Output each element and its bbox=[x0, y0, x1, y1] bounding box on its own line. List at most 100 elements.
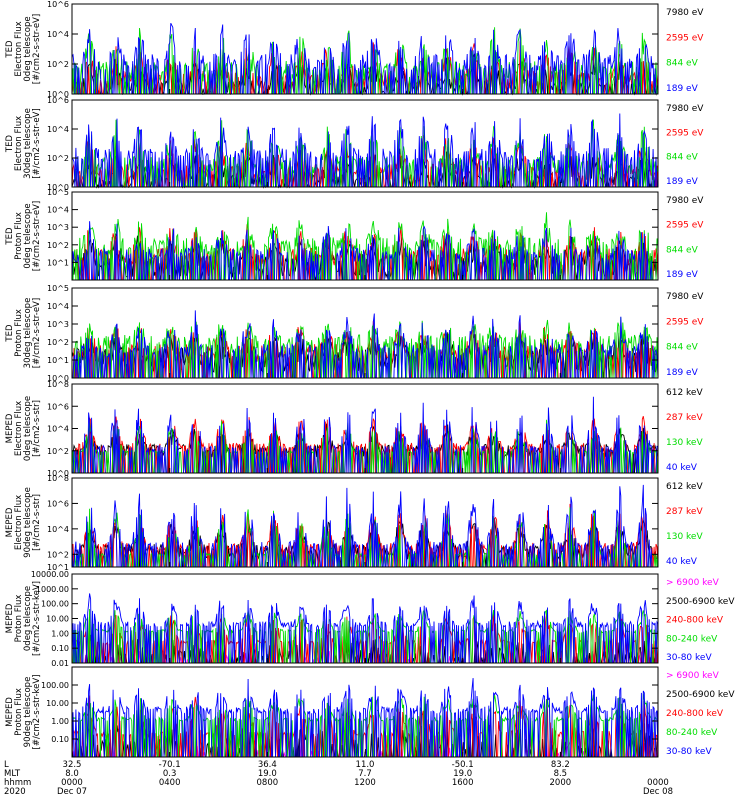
mlt-label: 19.0 bbox=[258, 769, 277, 779]
time-axis-row-label: 2020 bbox=[4, 787, 26, 797]
legend-entry: > 6900 keV bbox=[666, 578, 720, 588]
legend-entry: 612 keV bbox=[666, 482, 703, 492]
legend-entry: 7980 eV bbox=[666, 8, 704, 18]
legend-entry: 189 eV bbox=[666, 84, 699, 94]
legend-entry: 189 eV bbox=[666, 177, 699, 187]
legend-entry: 80-240 keV bbox=[666, 728, 718, 738]
y-tick-label: 0.10 bbox=[51, 735, 69, 744]
legend-entry: 40 keV bbox=[666, 463, 698, 473]
legend-entry: 240-800 keV bbox=[666, 709, 724, 719]
legend-entry: 7980 eV bbox=[666, 104, 704, 114]
y-axis-label-line: Proton Flux bbox=[14, 595, 24, 643]
series-trace-4 bbox=[72, 396, 659, 474]
legend-entry: 2595 eV bbox=[666, 128, 704, 138]
legend-entry: 844 eV bbox=[666, 153, 699, 163]
L-value-label: 36.4 bbox=[258, 760, 277, 770]
time-label: 0000 bbox=[61, 778, 83, 788]
time-label: 2000 bbox=[550, 778, 572, 788]
y-axis-label-line: TED bbox=[5, 227, 15, 246]
legend-entry: 80-240 keV bbox=[666, 634, 718, 644]
y-tick-label: 1000.00 bbox=[36, 585, 69, 594]
y-tick-label: 10^6 bbox=[47, 0, 69, 9]
L-value-label: 11.0 bbox=[356, 760, 375, 770]
y-axis-label-line: Electron Flux bbox=[14, 495, 24, 550]
legend-entry: 2500-6900 keV bbox=[666, 597, 735, 607]
panel-8: 0.10 1.00 10.00 100.00 MEPED Proton Flux 90deg… bbox=[5, 666, 735, 758]
y-tick-label: 10^2 bbox=[47, 154, 69, 163]
panel-2: 10^0 10^2 10^4 10^6 TED Electron Flux 30deg te… bbox=[5, 96, 704, 192]
panel-5: 10^0 10^2 10^4 10^6 10^8 MEPED Electron Flux 0d… bbox=[5, 380, 703, 478]
y-axis-label-line: MEPED bbox=[5, 507, 15, 537]
y-tick-label: 1.00 bbox=[51, 629, 69, 638]
legend-entry: 844 eV bbox=[666, 343, 699, 353]
legend-entry: 30-80 keV bbox=[666, 747, 712, 757]
mlt-label: 7.7 bbox=[358, 769, 372, 779]
y-axis-label-line: [#/cm2-s-str-keV] bbox=[32, 675, 42, 750]
legend-entry: 130 keV bbox=[666, 438, 703, 448]
time-label: 0000 bbox=[647, 778, 669, 788]
y-axis-label-line: Proton Flux bbox=[14, 309, 24, 357]
legend-entry: 844 eV bbox=[666, 59, 699, 69]
y-tick-label: 10^0 bbox=[47, 469, 69, 478]
y-tick-label: 10^2 bbox=[47, 338, 69, 347]
y-axis-label-line: [#/cm2-s-str-eV] bbox=[32, 298, 42, 368]
y-tick-label: 10^4 bbox=[47, 206, 69, 215]
series-trace-4 bbox=[71, 23, 658, 95]
y-axis-label-line: 0deg telescope bbox=[23, 586, 33, 651]
y-tick-label: 10^4 bbox=[47, 525, 69, 534]
y-axis-label-line: TED bbox=[5, 324, 15, 343]
y-tick-label: 10^3 bbox=[47, 223, 69, 232]
legend-entry: > 6900 keV bbox=[666, 671, 720, 681]
time-axis-row-label: hhmm bbox=[4, 778, 31, 788]
panel-6: 10^1 10^2 10^4 10^6 10^8 MEPED Electron Flux 90… bbox=[5, 474, 703, 572]
y-tick-label: 10.00 bbox=[46, 615, 69, 624]
y-axis-label-line: 0deg telescope bbox=[23, 203, 33, 268]
y-axis-label-line: Electron Flux bbox=[14, 21, 24, 76]
y-tick-label: 10.00 bbox=[46, 699, 69, 708]
y-tick-label: 10^1 bbox=[47, 563, 69, 572]
y-tick-label: 10^2 bbox=[47, 241, 69, 250]
y-axis-label-line: [#/cm2-s-str-eV] bbox=[32, 14, 42, 84]
y-tick-label: 10^6 bbox=[47, 402, 69, 411]
panel-3: 10^1 10^2 10^3 10^4 10^5 TED Proton Flux 0deg t… bbox=[5, 188, 704, 281]
series-trace-4 bbox=[71, 693, 659, 758]
y-tick-label: 10^0 bbox=[47, 183, 69, 192]
L-value-label: 83.2 bbox=[551, 760, 570, 770]
y-tick-label: 100.00 bbox=[41, 600, 69, 609]
y-axis-label-line: Electron Flux bbox=[14, 116, 24, 171]
y-axis-label-line: Proton Flux bbox=[14, 688, 24, 736]
y-axis-label-line: [#/cm2-s-str-eV] bbox=[32, 108, 42, 178]
legend-entry: 189 eV bbox=[666, 270, 699, 280]
y-axis-label-line: MEPED bbox=[5, 697, 15, 727]
y-tick-label: 10^1 bbox=[47, 356, 69, 365]
y-axis-label-line: 0deg telescope bbox=[23, 16, 33, 81]
y-tick-label: 10^4 bbox=[47, 425, 69, 434]
legend-entry: 40 keV bbox=[666, 557, 698, 567]
y-tick-label: 10^2 bbox=[47, 550, 69, 559]
mlt-label: 19.0 bbox=[453, 769, 472, 779]
y-tick-label: 10^3 bbox=[47, 320, 69, 329]
time-label: 1200 bbox=[354, 778, 376, 788]
time-axis-row-label: L bbox=[4, 760, 9, 770]
time-axis-row-label: MLT bbox=[4, 769, 21, 779]
legend-entry: 2595 eV bbox=[666, 317, 704, 327]
y-tick-label: 10000.00 bbox=[31, 570, 69, 579]
legend-entry: 189 eV bbox=[666, 368, 699, 378]
y-tick-label: 10^0 bbox=[47, 90, 69, 99]
legend-entry: 130 keV bbox=[666, 532, 703, 542]
y-tick-label: 10^2 bbox=[47, 60, 69, 69]
L-value-label: -50.1 bbox=[452, 760, 474, 770]
legend-entry: 287 keV bbox=[666, 413, 703, 423]
series-trace-4 bbox=[72, 608, 659, 664]
y-axis-label-line: [#/cm2-s-str-eV] bbox=[32, 201, 42, 271]
y-tick-label: 10^0 bbox=[47, 374, 69, 383]
y-axis-label-line: TED bbox=[5, 40, 15, 59]
y-tick-label: 10^5 bbox=[47, 284, 69, 293]
y-axis-label-line: MEPED bbox=[5, 603, 15, 633]
y-tick-label: 10^8 bbox=[47, 474, 69, 483]
mlt-label: 8.5 bbox=[554, 769, 568, 779]
legend-entry: 287 keV bbox=[666, 507, 703, 517]
y-tick-label: 10^8 bbox=[47, 380, 69, 389]
date-label: Dec 07 bbox=[57, 787, 87, 797]
